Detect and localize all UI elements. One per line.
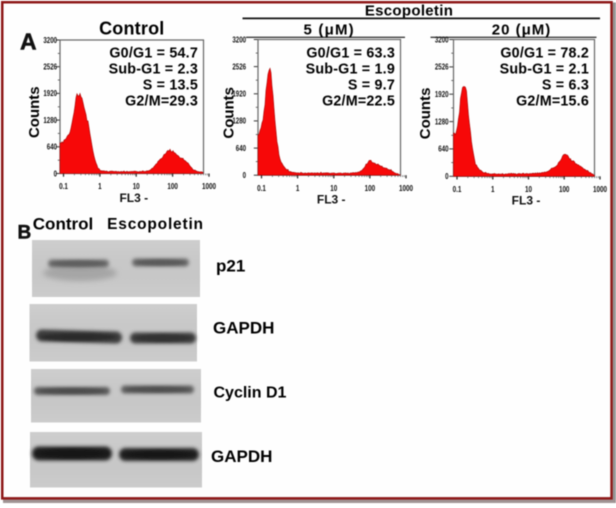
svg-text:Control: Control bbox=[33, 215, 93, 234]
svg-text:3200: 3200 bbox=[435, 34, 449, 44]
svg-text:B: B bbox=[18, 223, 32, 244]
svg-text:100: 100 bbox=[167, 181, 178, 191]
svg-text:1920: 1920 bbox=[43, 88, 57, 98]
svg-text:2526: 2526 bbox=[232, 61, 246, 71]
svg-text:G0/G1 = 63.3: G0/G1 = 63.3 bbox=[306, 46, 395, 62]
svg-text:1000: 1000 bbox=[399, 183, 413, 193]
svg-text:Sub-G1 = 2.1: Sub-G1 = 2.1 bbox=[500, 62, 589, 78]
svg-text:5 (μM): 5 (μM) bbox=[304, 22, 355, 39]
svg-text:Cyclin D1: Cyclin D1 bbox=[214, 385, 287, 402]
svg-text:Escopoletin: Escopoletin bbox=[365, 2, 453, 19]
svg-text:1280: 1280 bbox=[435, 116, 449, 126]
svg-text:100: 100 bbox=[559, 184, 570, 194]
svg-text:S = 13.5: S = 13.5 bbox=[143, 77, 198, 93]
svg-text:Escopoletin: Escopoletin bbox=[107, 216, 204, 233]
svg-text:3200: 3200 bbox=[43, 35, 57, 45]
svg-text:G2/M=29.3: G2/M=29.3 bbox=[125, 93, 198, 109]
svg-text:1280: 1280 bbox=[43, 115, 57, 125]
svg-text:A: A bbox=[20, 29, 37, 55]
svg-text:G2/M=15.6: G2/M=15.6 bbox=[516, 93, 589, 109]
svg-text:2526: 2526 bbox=[43, 62, 57, 72]
svg-text:G2/M=22.5: G2/M=22.5 bbox=[322, 93, 395, 109]
svg-text:640: 640 bbox=[438, 144, 448, 154]
svg-text:1280: 1280 bbox=[232, 116, 246, 126]
svg-text:10: 10 bbox=[330, 183, 337, 193]
svg-text:Counts: Counts bbox=[221, 87, 238, 139]
svg-text:1920: 1920 bbox=[232, 89, 246, 99]
svg-text:FL3 -: FL3 - bbox=[512, 194, 541, 208]
svg-text:GAPDH: GAPDH bbox=[213, 319, 274, 338]
svg-text:Sub-G1 = 1.9: Sub-G1 = 1.9 bbox=[306, 62, 395, 78]
svg-text:Sub-G1 = 2.3: Sub-G1 = 2.3 bbox=[109, 62, 198, 78]
svg-text:20 (μM): 20 (μM) bbox=[492, 22, 552, 39]
svg-text:1: 1 bbox=[98, 181, 102, 191]
svg-text:10: 10 bbox=[525, 184, 532, 194]
svg-text:640: 640 bbox=[236, 143, 246, 153]
svg-text:GAPDH: GAPDH bbox=[211, 447, 272, 466]
svg-text:10: 10 bbox=[133, 181, 140, 191]
svg-text:0.1: 0.1 bbox=[453, 184, 462, 194]
svg-text:G0/G1 = 54.7: G0/G1 = 54.7 bbox=[109, 46, 198, 62]
svg-text:0.1: 0.1 bbox=[257, 183, 266, 193]
svg-text:1000: 1000 bbox=[202, 181, 216, 191]
svg-text:Control: Control bbox=[99, 19, 164, 39]
svg-text:100: 100 bbox=[365, 183, 376, 193]
svg-text:G0/G1 = 78.2: G0/G1 = 78.2 bbox=[500, 46, 589, 62]
svg-text:0.1: 0.1 bbox=[59, 181, 68, 191]
svg-text:Counts: Counts bbox=[417, 88, 434, 140]
svg-text:1000: 1000 bbox=[593, 184, 607, 194]
svg-text:3200: 3200 bbox=[232, 34, 246, 44]
svg-text:S = 6.3: S = 6.3 bbox=[542, 77, 589, 93]
svg-text:FL3 -: FL3 - bbox=[119, 191, 148, 205]
svg-text:0: 0 bbox=[445, 171, 449, 181]
svg-text:2526: 2526 bbox=[435, 62, 449, 72]
svg-text:1920: 1920 bbox=[435, 89, 449, 99]
svg-text:0: 0 bbox=[54, 168, 58, 178]
svg-text:FL3 -: FL3 - bbox=[317, 193, 346, 207]
svg-text:0: 0 bbox=[243, 170, 247, 180]
svg-text:Counts: Counts bbox=[26, 86, 43, 138]
svg-text:p21: p21 bbox=[216, 257, 245, 276]
svg-text:1: 1 bbox=[491, 184, 495, 194]
svg-text:1: 1 bbox=[296, 183, 300, 193]
svg-text:640: 640 bbox=[47, 142, 57, 152]
svg-text:S = 9.7: S = 9.7 bbox=[348, 77, 395, 93]
